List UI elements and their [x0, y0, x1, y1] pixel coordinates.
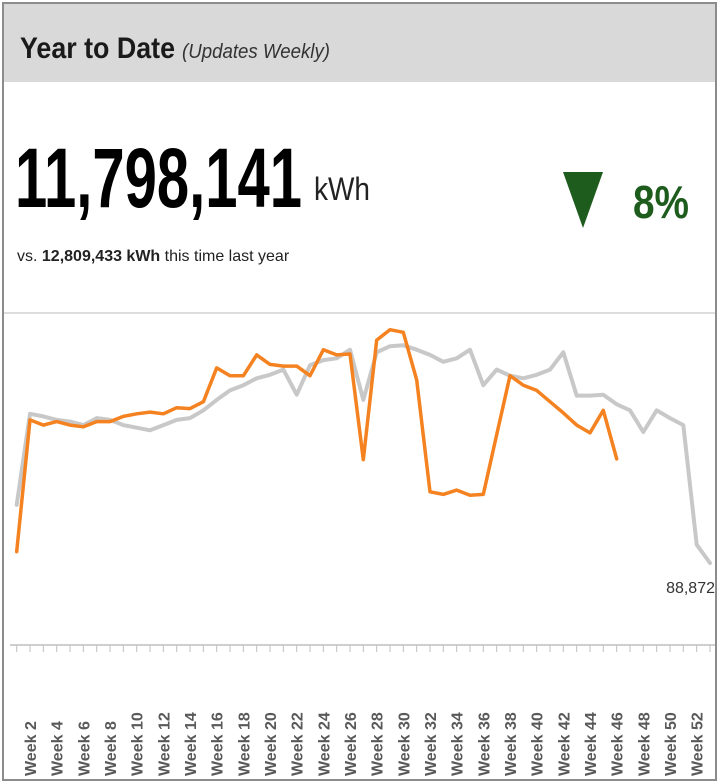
comparison-suffix: this time last year [165, 248, 290, 265]
x-tick-label: Week 4 [50, 721, 67, 776]
x-tick-label: Week 48 [636, 712, 653, 776]
x-tick-label: Week 6 [76, 721, 93, 776]
x-tick-label: Week 50 [663, 712, 680, 776]
header-bar [4, 4, 715, 82]
down-arrow [563, 172, 603, 228]
x-tick-label: Week 30 [396, 712, 413, 776]
data-label: 88,872 [666, 580, 715, 597]
x-tick-label: Week 28 [370, 712, 387, 776]
x-tick-label: Week 40 [530, 712, 547, 776]
card-subtitle: (Updates Weekly) [182, 41, 330, 63]
x-tick-label: Week 34 [450, 712, 467, 776]
comparison-line: vs. 12,809,433 kWh this time last year [17, 248, 290, 265]
x-tick-label: Week 24 [316, 712, 333, 776]
x-tick-label: Week 38 [503, 712, 520, 776]
x-tick-label: Week 32 [423, 712, 440, 776]
x-tick-label: Week 16 [210, 712, 227, 776]
comparison-value: 12,809,433 kWh [42, 248, 160, 265]
x-tick-label: Week 2 [23, 721, 40, 776]
x-tick-label: Week 52 [690, 712, 707, 776]
comparison-prefix: vs. [17, 248, 37, 265]
total-value: 11,798,141 [15, 131, 302, 225]
card-title: Year to Date [20, 32, 175, 65]
x-tick-label: Week 18 [236, 712, 253, 776]
series-line [14, 343, 712, 565]
x-tick-label: Week 26 [343, 712, 360, 776]
x-tick-label: Week 12 [156, 712, 173, 776]
total-unit: kWh [314, 171, 370, 207]
x-tick-label: Week 20 [263, 712, 280, 776]
change-value: 8% [633, 176, 689, 228]
x-tick-label: Week 22 [290, 712, 307, 776]
x-tick-label: Week 8 [103, 721, 120, 776]
x-tick-label: Week 36 [476, 712, 493, 776]
x-tick-label: Week 46 [610, 712, 627, 776]
x-tick-label: Week 14 [183, 712, 200, 776]
series-line [14, 327, 619, 554]
x-tick-label: Week 10 [130, 712, 147, 776]
x-tick-label: Week 44 [583, 712, 600, 776]
x-tick-label: Week 42 [556, 712, 573, 776]
